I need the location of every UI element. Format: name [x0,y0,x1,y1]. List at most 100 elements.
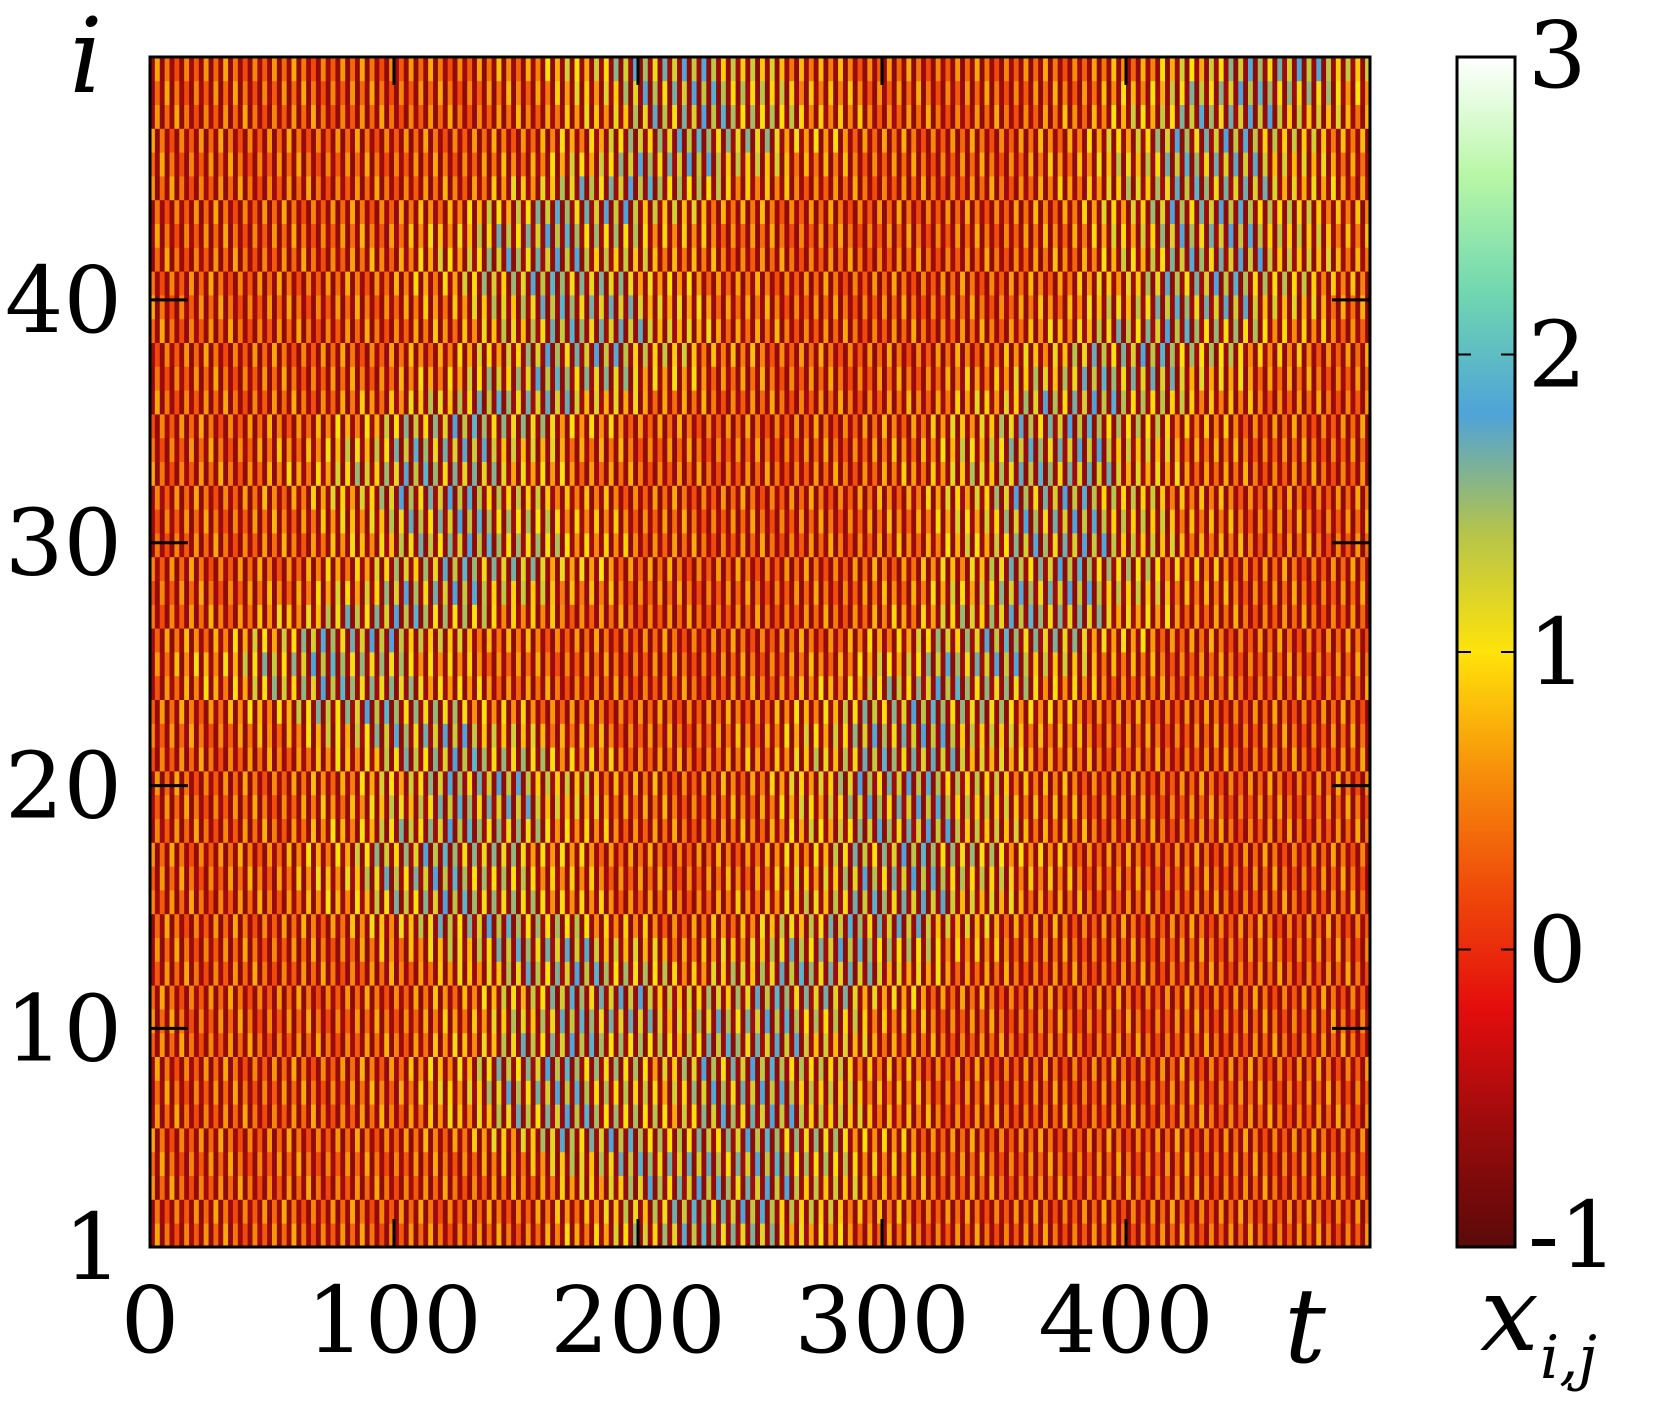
heatmap-cell [911,1128,917,1153]
heatmap-cell [1077,1223,1083,1247]
heatmap-cell [1121,890,1127,915]
heatmap-cell [203,794,209,819]
heatmap-cell [398,1104,405,1129]
heatmap-cell [584,818,590,843]
heatmap-cell [642,866,649,891]
heatmap-cell [164,1032,170,1057]
heatmap-cell [281,794,288,819]
heatmap-cell [618,1032,624,1057]
heatmap-cell [1301,913,1307,938]
heatmap-cell [1145,1056,1151,1081]
heatmap-cell [1316,913,1322,938]
heatmap-cell [701,985,707,1010]
heatmap-cell [823,1009,829,1034]
heatmap-cell [813,1199,819,1224]
heatmap-cell [711,1080,717,1105]
heatmap-cell [979,866,985,891]
heatmap-cell [1126,842,1132,867]
heatmap-cell [925,1151,932,1176]
heatmap-cell [1116,1056,1122,1081]
heatmap-cell [760,1009,766,1034]
heatmap-cell [1194,913,1200,938]
heatmap-cell [1228,1199,1234,1224]
heatmap-cell [506,818,512,843]
heatmap-cell [1243,1128,1249,1153]
heatmap-cell [1043,1151,1049,1176]
heatmap-cell [291,1104,297,1129]
heatmap-cell [784,842,790,867]
heatmap-cell [315,1009,322,1034]
heatmap-cell [1296,937,1303,962]
heatmap-cell [921,771,927,796]
heatmap-cell [974,961,980,986]
heatmap-cell [311,1104,317,1129]
heatmap-cell [1043,818,1049,843]
heatmap-cell [579,1223,585,1247]
heatmap-cell [1282,985,1288,1010]
heatmap-cell [638,1032,644,1057]
heatmap-cell [1082,1056,1088,1081]
heatmap-cell [496,794,502,819]
heatmap-cell [218,771,224,796]
heatmap-cell [667,1151,673,1176]
heatmap-cell [1135,1199,1142,1224]
heatmap-cell [291,913,297,938]
heatmap-cell [1086,937,1093,962]
heatmap-cell [569,937,575,962]
heatmap-cell [1223,1032,1229,1057]
heatmap-cell [1272,1032,1278,1057]
heatmap-cell [540,1104,546,1129]
heatmap-cell [1291,1009,1298,1034]
heatmap-cell [437,1175,444,1200]
heatmap-cell [179,794,185,819]
heatmap-cell [935,1104,941,1129]
heatmap-cell [540,818,546,843]
heatmap-cell [559,1056,566,1081]
heatmap-cell [1345,1056,1351,1081]
heatmap-cell [833,1223,839,1247]
heatmap-cell [686,890,693,915]
heatmap-cell [818,1080,824,1105]
heatmap-cell [1277,961,1283,986]
heatmap-cell [882,1199,888,1224]
heatmap-cell [696,866,702,891]
heatmap-cell [584,937,590,962]
heatmap-cell [1091,1223,1098,1247]
heatmap-cell [838,1175,844,1200]
heatmap-cell [1174,1104,1181,1129]
heatmap-cell [813,1223,819,1247]
heatmap-cell [1018,1056,1024,1081]
heatmap-cell [750,937,756,962]
heatmap-cell [311,794,317,819]
heatmap-cell [1072,1151,1078,1176]
heatmap-cell [1013,890,1020,915]
heatmap-cell [159,842,166,867]
heatmap-cell [1189,1104,1195,1129]
heatmap-cell [159,1223,166,1247]
heatmap-cell [1121,1199,1127,1224]
heatmap-cell [686,1128,693,1153]
heatmap-cell [1101,771,1107,796]
heatmap-cell [740,818,746,843]
heatmap-cell [1018,890,1024,915]
heatmap-cell [1238,794,1244,819]
heatmap-cell [413,818,419,843]
heatmap-cell [862,1009,868,1034]
heatmap-cell [154,1032,161,1057]
heatmap-cell [1116,1223,1122,1247]
heatmap-cell [833,866,839,891]
heatmap-cell [740,771,746,796]
heatmap-cell [730,1032,736,1057]
heatmap-cell [964,937,971,962]
heatmap-cell [320,1223,327,1247]
heatmap-cell [496,1056,502,1081]
heatmap-cell [1199,961,1205,986]
heatmap-cell [701,1032,707,1057]
heatmap-cell [296,1080,302,1105]
heatmap-cell [1223,913,1229,938]
heatmap-cell [213,961,219,986]
heatmap-cell [442,961,449,986]
heatmap-cell [413,961,419,986]
heatmap-cell [633,1104,639,1129]
heatmap-cell [1155,1199,1161,1224]
